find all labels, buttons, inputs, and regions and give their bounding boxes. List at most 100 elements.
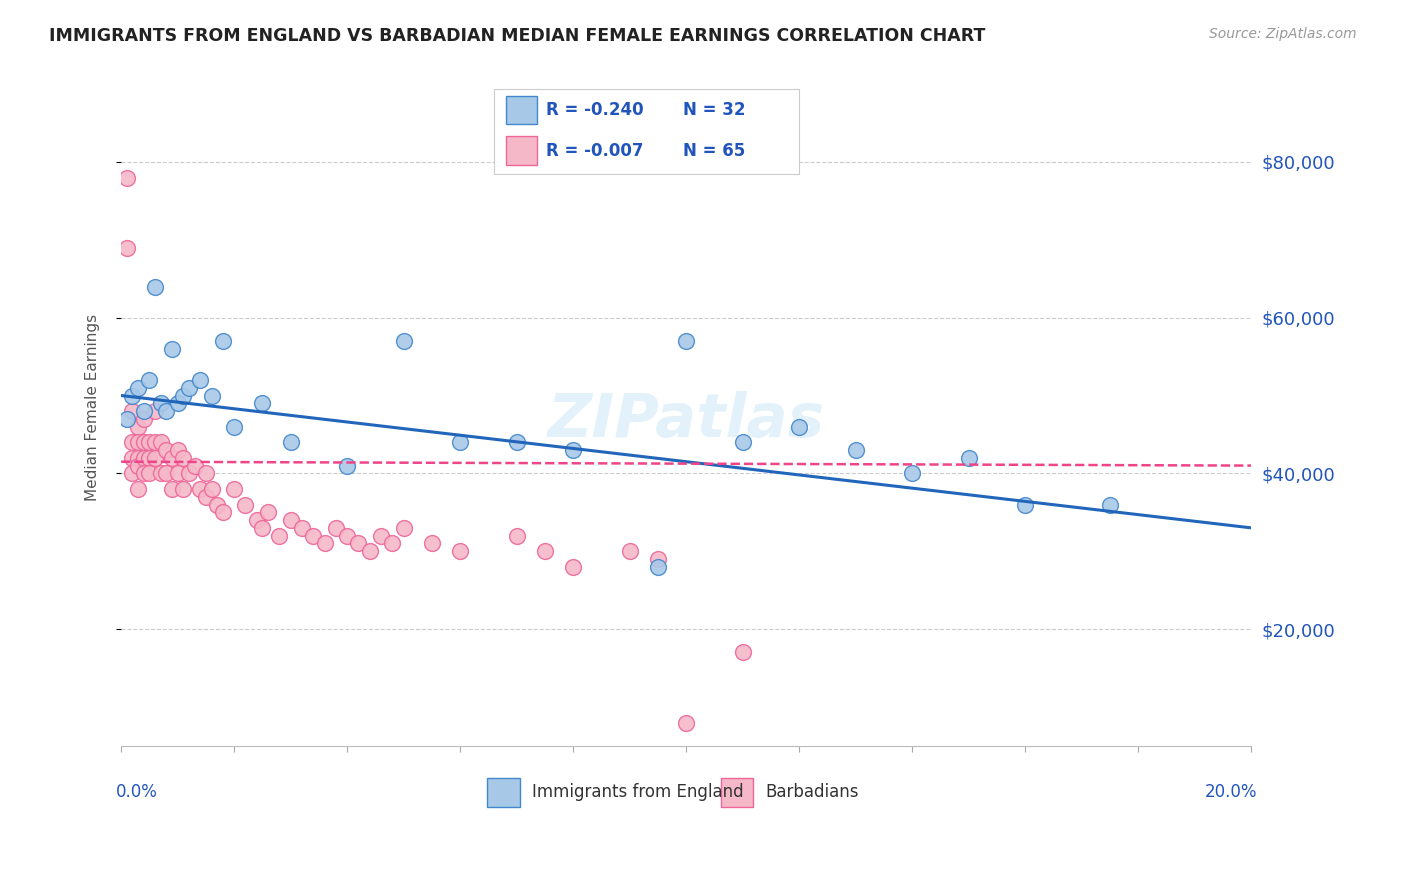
Point: [336, 458, 359, 473]
Point: [1098, 498, 1121, 512]
Point: [302, 529, 325, 543]
Point: [143, 450, 166, 465]
Point: [280, 435, 302, 450]
Point: [177, 467, 200, 481]
Point: [121, 467, 143, 481]
Point: [336, 529, 359, 543]
Point: [172, 482, 194, 496]
Point: [115, 170, 138, 185]
Point: [138, 450, 160, 465]
Point: [138, 467, 160, 481]
Point: [731, 645, 754, 659]
Point: [314, 536, 336, 550]
Point: [160, 342, 183, 356]
Point: [121, 450, 143, 465]
Point: [132, 435, 155, 450]
Point: [205, 498, 228, 512]
Point: [155, 404, 177, 418]
Point: [160, 450, 183, 465]
Text: IMMIGRANTS FROM ENGLAND VS BARBADIAN MEDIAN FEMALE EARNINGS CORRELATION CHART: IMMIGRANTS FROM ENGLAND VS BARBADIAN MED…: [49, 27, 986, 45]
Text: ZIPatlas: ZIPatlas: [548, 392, 825, 450]
Point: [347, 536, 370, 550]
Y-axis label: Median Female Earnings: Median Female Earnings: [86, 314, 100, 500]
Point: [1014, 498, 1036, 512]
Point: [132, 467, 155, 481]
Point: [138, 373, 160, 387]
Point: [172, 388, 194, 402]
Text: Source: ZipAtlas.com: Source: ZipAtlas.com: [1209, 27, 1357, 41]
Point: [235, 498, 257, 512]
Point: [787, 419, 810, 434]
Point: [166, 396, 188, 410]
Point: [619, 544, 641, 558]
Point: [166, 467, 188, 481]
Point: [845, 443, 868, 458]
Point: [269, 529, 291, 543]
Point: [449, 435, 471, 450]
Point: [127, 450, 149, 465]
Point: [370, 529, 392, 543]
Point: [127, 381, 149, 395]
Point: [731, 435, 754, 450]
Point: [143, 435, 166, 450]
Point: [166, 443, 188, 458]
Point: [132, 450, 155, 465]
Point: [143, 279, 166, 293]
Point: [562, 443, 585, 458]
Point: [392, 334, 415, 348]
Point: [901, 467, 924, 481]
Point: [562, 559, 585, 574]
Point: [194, 490, 217, 504]
Text: 20.0%: 20.0%: [1205, 783, 1257, 801]
Point: [224, 482, 246, 496]
Point: [505, 435, 527, 450]
Point: [149, 467, 172, 481]
Point: [143, 404, 166, 418]
Point: [246, 513, 269, 527]
Point: [127, 458, 149, 473]
Point: [252, 396, 274, 410]
Point: [392, 521, 415, 535]
Point: [115, 241, 138, 255]
Point: [194, 467, 217, 481]
Point: [160, 482, 183, 496]
Point: [155, 467, 177, 481]
Point: [449, 544, 471, 558]
Point: [188, 373, 211, 387]
Point: [127, 419, 149, 434]
Point: [172, 450, 194, 465]
Point: [381, 536, 404, 550]
Point: [252, 521, 274, 535]
Point: [420, 536, 443, 550]
Text: 0.0%: 0.0%: [115, 783, 157, 801]
Point: [211, 334, 233, 348]
Point: [132, 412, 155, 426]
Point: [149, 435, 172, 450]
Point: [188, 482, 211, 496]
Point: [138, 435, 160, 450]
Point: [121, 435, 143, 450]
Point: [183, 458, 205, 473]
Point: [647, 552, 669, 566]
Point: [505, 529, 527, 543]
Point: [957, 450, 980, 465]
Point: [224, 419, 246, 434]
Point: [200, 482, 222, 496]
Point: [121, 388, 143, 402]
Point: [280, 513, 302, 527]
Point: [149, 396, 172, 410]
Point: [127, 482, 149, 496]
Point: [325, 521, 347, 535]
Point: [291, 521, 314, 535]
Point: [132, 404, 155, 418]
Point: [211, 505, 233, 519]
Point: [534, 544, 557, 558]
Point: [200, 388, 222, 402]
Point: [675, 715, 697, 730]
Point: [127, 435, 149, 450]
Point: [675, 334, 697, 348]
Point: [647, 559, 669, 574]
Point: [115, 412, 138, 426]
Point: [257, 505, 280, 519]
Point: [177, 381, 200, 395]
